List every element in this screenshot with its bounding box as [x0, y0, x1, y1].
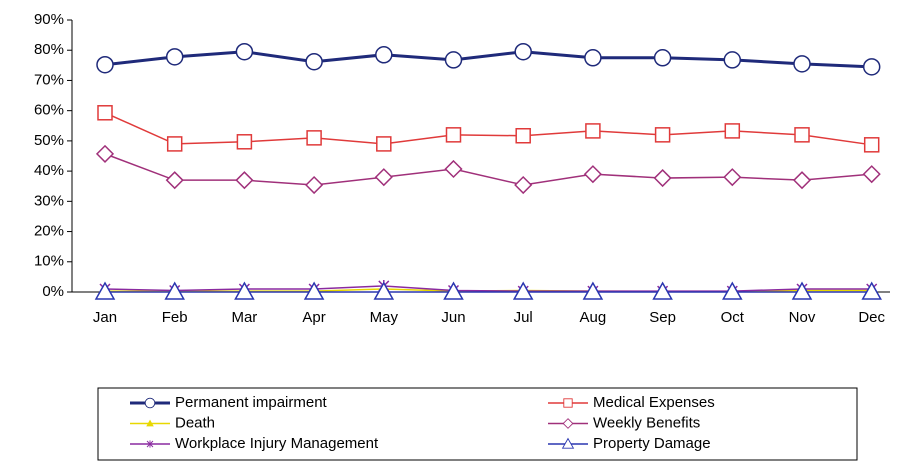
point: [443, 281, 464, 300]
x-tick-label: Nov: [789, 309, 816, 326]
point: [722, 281, 743, 300]
point: [235, 171, 254, 190]
point: [723, 168, 742, 187]
legend-marker: [146, 419, 154, 427]
legend-label: Property Damage: [593, 435, 711, 452]
point: [165, 48, 184, 66]
x-tick-label: Dec: [858, 309, 885, 326]
y-tick-label: 20%: [34, 223, 64, 240]
point: [654, 127, 671, 143]
x-tick-label: Aug: [580, 309, 607, 326]
point: [96, 55, 114, 74]
legend-label: Workplace Injury Management: [175, 435, 379, 452]
legend-marker: [144, 397, 156, 409]
x-tick-label: Jun: [441, 309, 465, 326]
series-line: [104, 153, 872, 186]
point: [585, 123, 601, 139]
x-tick-label: Jan: [93, 309, 117, 326]
point: [584, 49, 602, 67]
point: [374, 168, 393, 187]
point: [653, 49, 672, 67]
legend-marker: [563, 398, 573, 408]
point: [305, 52, 323, 71]
x-tick-label: Jul: [514, 309, 533, 326]
point: [582, 281, 604, 300]
point: [445, 127, 462, 143]
y-tick-label: 30%: [34, 192, 64, 209]
point: [376, 136, 392, 152]
point: [235, 42, 254, 61]
point: [164, 281, 185, 300]
point: [863, 137, 880, 153]
point: [652, 281, 673, 300]
legend: [97, 387, 858, 461]
point: [373, 281, 395, 300]
series-line: [104, 285, 872, 292]
point: [515, 128, 531, 144]
point: [793, 55, 811, 73]
point: [94, 281, 116, 300]
y-tick-label: 70%: [34, 71, 64, 88]
point: [512, 281, 534, 300]
y-tick-label: 50%: [34, 132, 64, 149]
y-tick-label: 10%: [34, 253, 64, 270]
x-tick-label: Feb: [162, 309, 188, 326]
y-tick-label: 60%: [34, 102, 64, 119]
point: [653, 169, 672, 188]
x-tick-label: May: [370, 309, 399, 326]
x-tick-label: Apr: [302, 309, 325, 326]
legend-marker: [562, 418, 574, 429]
point: [792, 171, 812, 190]
x-tick-label: Mar: [231, 309, 257, 326]
point: [862, 165, 881, 184]
series-line: [104, 50, 872, 69]
point: [375, 46, 393, 64]
y-tick-label: 40%: [34, 162, 64, 179]
series-line: [104, 112, 872, 146]
point: [723, 51, 742, 69]
legend-marker: [561, 437, 575, 449]
legend-label: Death: [175, 414, 215, 431]
point: [444, 159, 463, 179]
x-tick-label: Oct: [721, 309, 745, 326]
point: [514, 42, 532, 61]
point: [97, 105, 113, 121]
point: [794, 127, 810, 143]
point: [791, 281, 813, 300]
point: [95, 144, 115, 163]
point: [303, 281, 325, 300]
point: [444, 51, 463, 69]
legend-label: Weekly Benefits: [593, 414, 700, 431]
point: [514, 175, 533, 195]
y-tick-label: 80%: [34, 41, 64, 58]
point: [236, 134, 253, 150]
point: [305, 175, 324, 195]
legend-label: Permanent impairment: [175, 394, 328, 411]
y-tick-label: 90%: [34, 11, 64, 28]
y-tick-label: 0%: [42, 283, 64, 300]
legend-label: Medical Expenses: [593, 394, 715, 411]
point: [166, 136, 183, 152]
point: [165, 171, 184, 190]
point: [306, 130, 322, 146]
x-tick-label: Sep: [649, 309, 676, 326]
legend-marker: [146, 440, 154, 448]
point: [724, 123, 741, 139]
point: [862, 58, 881, 76]
point: [234, 281, 255, 300]
point: [583, 165, 602, 184]
point: [861, 281, 882, 300]
